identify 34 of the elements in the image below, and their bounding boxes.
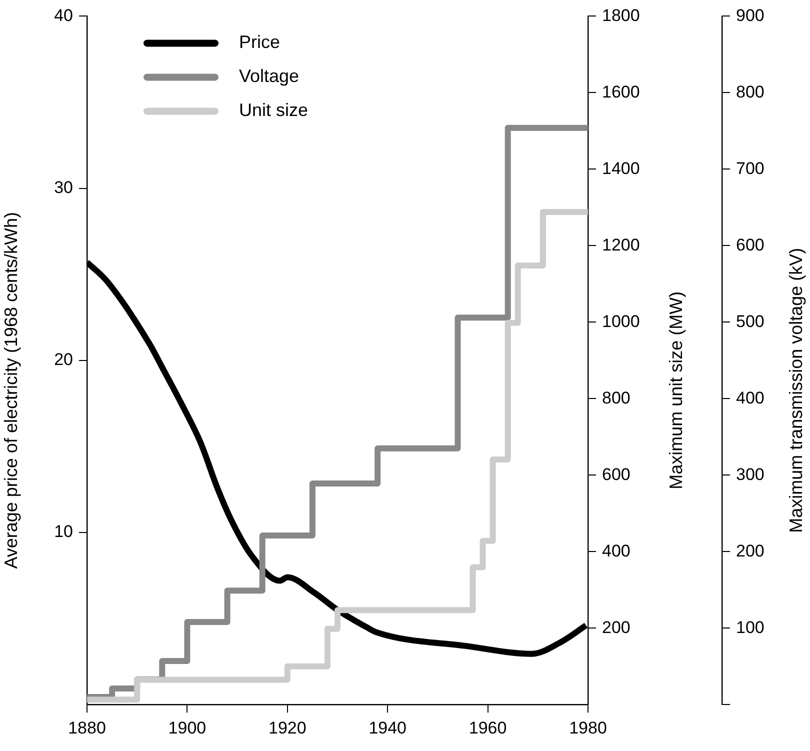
x-tick-label: 1940 (368, 718, 407, 738)
y3-tick-label: 400 (736, 388, 764, 408)
y-axis-title: Average price of electricity (1968 cents/kWh) (0, 212, 21, 569)
x-tick-label: 1900 (168, 718, 206, 738)
x-tick-label: 1920 (268, 718, 306, 738)
y3-tick-label: 800 (736, 82, 764, 102)
y-tick-label: 30 (54, 178, 73, 197)
y2-tick-label: 1000 (602, 312, 640, 331)
y3-tick-label: 900 (736, 6, 764, 25)
legend-label: Voltage (239, 66, 300, 86)
y2-tick-label: 1800 (602, 6, 640, 25)
x-tick-label: 1980 (569, 718, 607, 738)
y3-tick-label: 700 (736, 158, 764, 178)
legend-label: Price (239, 32, 280, 52)
y-tick-label: 10 (54, 522, 73, 542)
y2-tick-label: 1600 (602, 82, 640, 102)
y2-tick-label: 400 (602, 541, 630, 560)
y-tick-label: 20 (54, 350, 73, 370)
y2-tick-label: 1200 (602, 235, 640, 254)
y2-tick-label: 800 (602, 388, 630, 408)
x-tick-label: 1960 (468, 718, 507, 738)
y3-tick-label: 200 (736, 541, 764, 560)
y3-axis-title: Maximum transmission voltage (kV) (786, 248, 806, 533)
y3-tick-label: 300 (736, 464, 764, 484)
y-tick-label: 40 (54, 6, 73, 25)
y2-axis-title: Maximum unit size (MW) (666, 291, 686, 490)
y3-tick-label: 500 (736, 312, 764, 331)
y2-tick-label: 1400 (602, 158, 640, 178)
y2-tick-label: 600 (602, 464, 630, 484)
y2-tick-label: 200 (602, 618, 630, 637)
y3-tick-label: 600 (736, 235, 764, 254)
y3-tick-label: 100 (736, 618, 764, 637)
x-tick-label: 1880 (68, 718, 106, 738)
legend-label: Unit size (239, 100, 308, 120)
